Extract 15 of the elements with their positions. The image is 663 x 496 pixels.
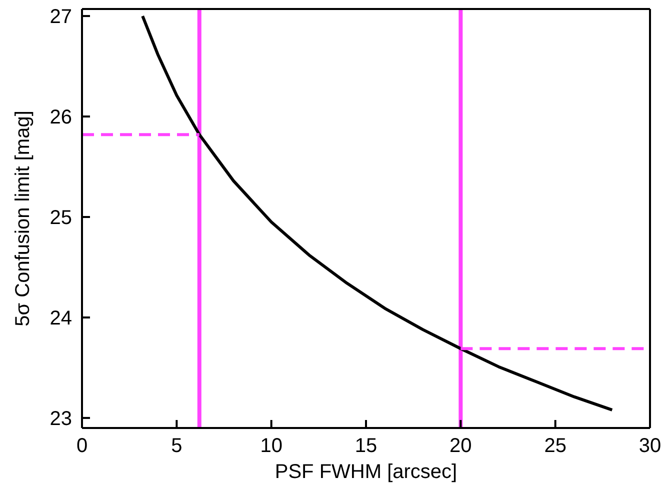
x-tick-label: 5 (171, 435, 182, 458)
x-axis-title: PSF FWHM [arcsec] (274, 461, 458, 483)
x-tick-label: 0 (76, 435, 88, 458)
x-tick-label: 20 (450, 435, 472, 458)
y-tick-label: 27 (50, 6, 72, 28)
x-tick-label: 15 (354, 435, 378, 458)
line-series (141, 14, 614, 412)
x-tick-label: 25 (544, 435, 566, 458)
y-tick-label: 25 (50, 207, 72, 230)
x-tick-label: 10 (260, 435, 282, 458)
y-tick-label: 26 (50, 106, 72, 129)
x-tick-label: 30 (638, 435, 662, 458)
y-tick-label: 23 (50, 408, 72, 430)
y-tick-label: 24 (50, 308, 72, 330)
y-axis-title: 5σ Confusion limit [mag] (12, 110, 34, 326)
